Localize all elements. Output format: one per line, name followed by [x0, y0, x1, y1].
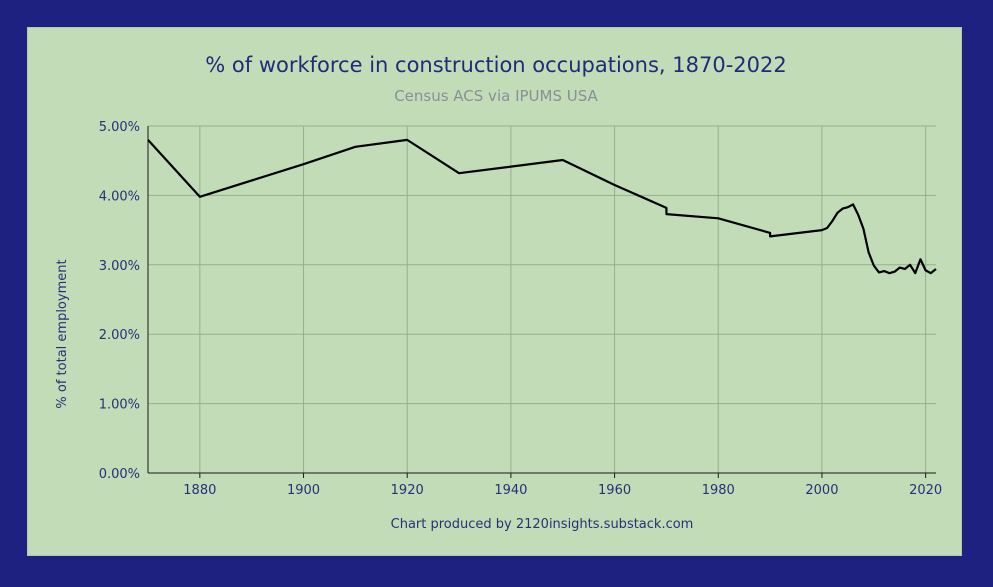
x-tick-label: 2020 — [909, 483, 942, 498]
y-tick-label: 5.00% — [99, 120, 140, 135]
x-tick-label: 1880 — [183, 483, 216, 498]
x-tick-label: 1920 — [391, 483, 424, 498]
y-tick-label: 3.00% — [99, 259, 140, 274]
grid-lines — [148, 125, 936, 473]
chart-title: % of workforce in construction occupatio… — [205, 53, 786, 77]
y-tick-label: 2.00% — [99, 328, 140, 343]
series-layer — [147, 138, 937, 275]
x-tick-label: 1980 — [702, 483, 735, 498]
series-line — [147, 138, 937, 275]
x-tick-label: 1900 — [287, 483, 320, 498]
x-tick-label: 1940 — [494, 483, 527, 498]
y-tick-label: 0.00% — [99, 467, 140, 482]
chart-subtitle: Census ACS via IPUMS USA — [394, 87, 598, 105]
tick-labels: 0.00% 1.00% 2.00% 3.00% 4.00% 5.00% 1880 1900 19… — [99, 120, 942, 498]
x-tick-label: 1960 — [598, 483, 631, 498]
chart-panel: % of workforce in construction occupatio… — [27, 27, 962, 556]
x-tick-label: 2000 — [805, 483, 838, 498]
y-tick-label: 1.00% — [99, 398, 140, 413]
chart-svg: % of workforce in construction occupatio… — [55, 53, 942, 532]
y-axis-title: % of total employment — [55, 259, 70, 408]
y-tick-label: 4.00% — [99, 189, 140, 204]
chart-credit: Chart produced by 2120insights.substack.… — [391, 517, 694, 532]
axes — [147, 126, 936, 478]
